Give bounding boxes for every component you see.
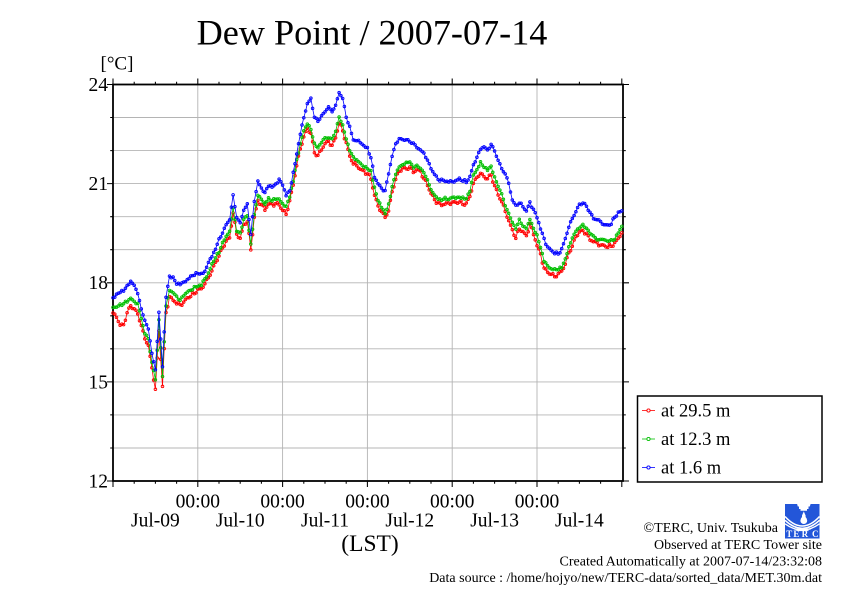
svg-text:©TERC, Univ. Tsukuba: ©TERC, Univ. Tsukuba	[644, 521, 779, 536]
svg-text:00:00: 00:00	[176, 491, 220, 512]
svg-text:Data source : /home/hojyo/new/: Data source : /home/hojyo/new/TERC-data/…	[429, 571, 822, 586]
svg-text:Created Automatically at 2007-: Created Automatically at 2007-07-14/23:3…	[560, 555, 822, 570]
svg-text:00:00: 00:00	[430, 491, 474, 512]
svg-text:Jul-09: Jul-09	[131, 511, 180, 532]
svg-text:(LST): (LST)	[341, 531, 398, 557]
svg-text:[°C]: [°C]	[101, 54, 134, 75]
svg-text:15: 15	[89, 372, 109, 393]
svg-text:Jul-13: Jul-13	[470, 511, 519, 532]
svg-text:at 1.6 m: at 1.6 m	[661, 459, 722, 479]
svg-text:Jul-10: Jul-10	[216, 511, 265, 532]
svg-text:Dew Point / 2007-07-14: Dew Point / 2007-07-14	[197, 13, 548, 53]
svg-text:at 29.5 m: at 29.5 m	[661, 402, 731, 422]
svg-text:Jul-12: Jul-12	[385, 511, 434, 532]
svg-text:R: R	[802, 529, 809, 539]
svg-text:at 12.3 m: at 12.3 m	[661, 430, 731, 450]
svg-text:E: E	[793, 529, 799, 539]
svg-text:Observed at TERC Tower site: Observed at TERC Tower site	[654, 538, 822, 553]
svg-text:21: 21	[89, 174, 109, 195]
svg-text:00:00: 00:00	[345, 491, 389, 512]
svg-text:C: C	[812, 529, 819, 539]
svg-text:12: 12	[89, 471, 109, 492]
svg-text:Jul-14: Jul-14	[555, 511, 604, 532]
svg-text:T: T	[786, 529, 792, 539]
svg-text:Jul-11: Jul-11	[301, 511, 349, 532]
svg-text:00:00: 00:00	[260, 491, 304, 512]
svg-text:00:00: 00:00	[515, 491, 559, 512]
svg-text:24: 24	[89, 75, 109, 96]
svg-text:18: 18	[89, 273, 109, 294]
